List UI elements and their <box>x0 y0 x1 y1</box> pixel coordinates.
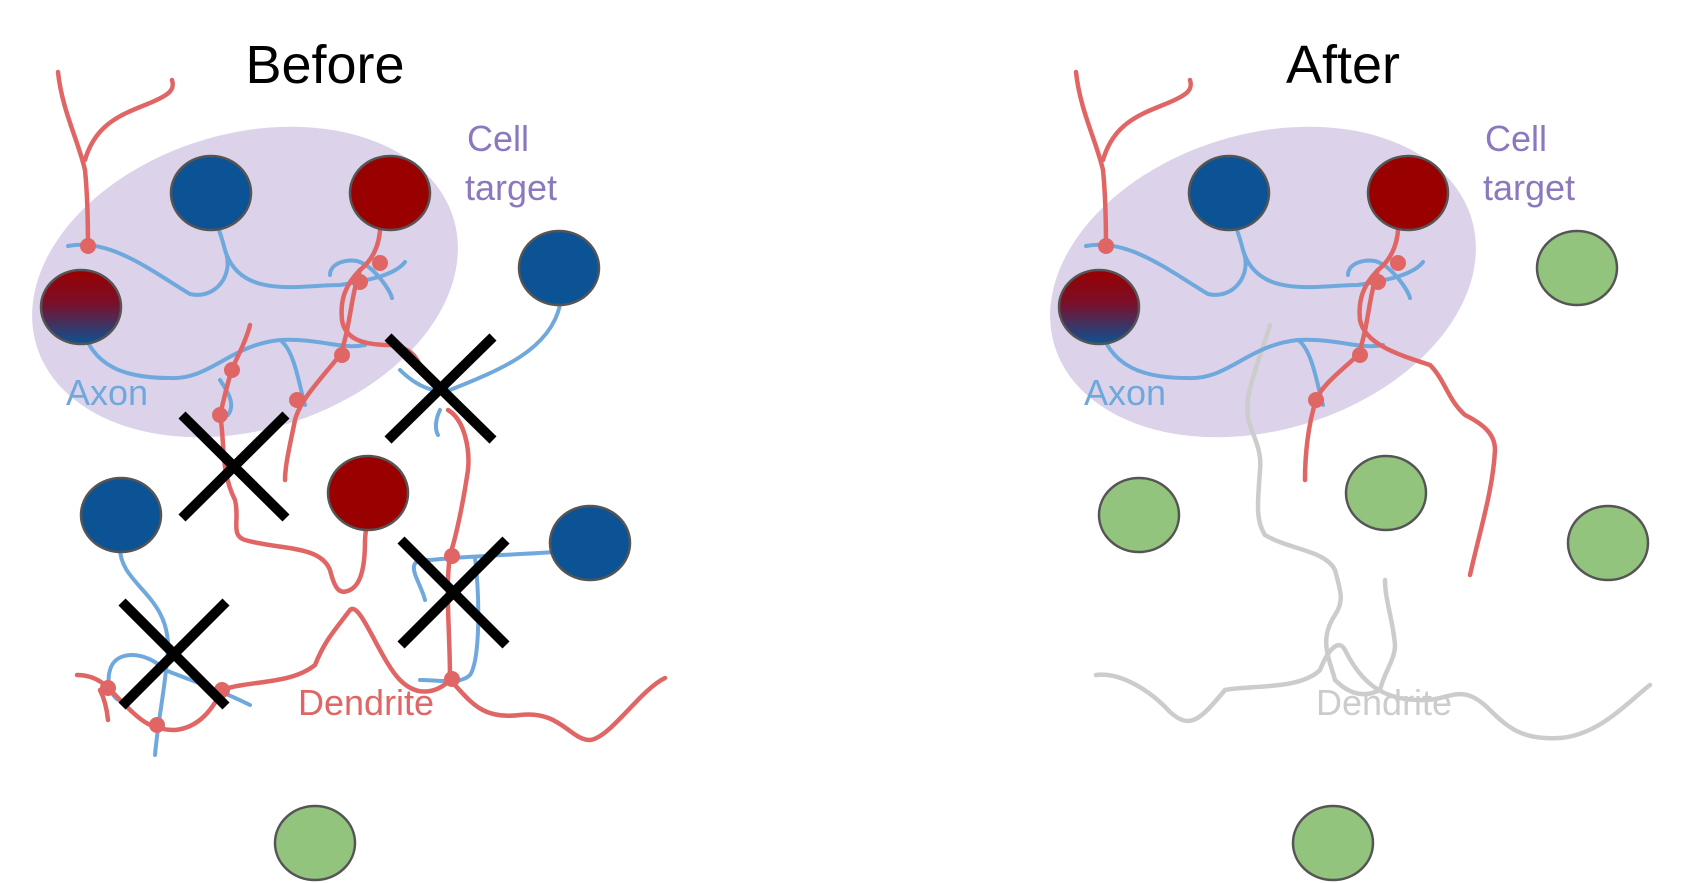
pruned-dendrite <box>1245 322 1398 697</box>
blue-cell <box>79 476 163 554</box>
green-cell <box>273 804 357 882</box>
green-cell <box>1566 504 1650 582</box>
synapse <box>1352 347 1368 363</box>
synapse <box>289 392 305 408</box>
axon-upper-network <box>66 208 407 297</box>
axon-upper-network <box>1084 208 1425 297</box>
axon-lower-network <box>78 318 367 381</box>
synapse <box>334 347 350 363</box>
cross-icon <box>118 598 230 710</box>
green-cell <box>1291 804 1375 882</box>
red-cell <box>326 454 410 532</box>
after-panel: After Cell target <box>1050 35 1653 882</box>
blue-cell <box>169 154 253 232</box>
synapse <box>212 407 228 423</box>
synapse <box>1390 255 1406 271</box>
cross-icon <box>384 333 497 444</box>
dendrite-long <box>217 412 371 595</box>
cells <box>1057 154 1650 882</box>
synapse <box>1370 274 1386 290</box>
cross-icon <box>178 411 290 522</box>
synapses <box>1098 238 1406 408</box>
dendrite-bottom-left <box>97 687 111 723</box>
blue-cell <box>548 504 632 582</box>
mixed-cell <box>39 268 123 346</box>
synapse <box>100 680 116 696</box>
cell-target-label-line1: Cell <box>467 118 529 159</box>
synapse <box>149 717 165 733</box>
dendrite-middle <box>282 267 363 483</box>
dendrite-label: Dendrite <box>298 682 434 723</box>
before-title: Before <box>245 35 404 95</box>
dendrite-right-lower <box>445 407 471 683</box>
dendrites <box>1073 69 1498 578</box>
cell-target-label-line2: target <box>1483 167 1575 208</box>
before-panel: Before Cell target <box>32 35 668 882</box>
synapses <box>80 238 460 733</box>
synapse <box>224 362 240 378</box>
red-cell <box>1366 154 1450 232</box>
green-cell <box>1097 476 1181 554</box>
green-cell <box>1344 454 1428 532</box>
prune-marks <box>118 333 510 710</box>
dendrite-top-branch <box>1073 69 1193 251</box>
synapse <box>444 548 460 564</box>
dendrite-top-branch <box>55 69 175 251</box>
axon-label: Axon <box>66 372 148 413</box>
cell-target-label-line1: Cell <box>1485 118 1547 159</box>
dendrite-middle <box>1302 267 1381 483</box>
synapse <box>1308 392 1324 408</box>
red-cell <box>348 154 432 232</box>
synapse <box>444 671 460 687</box>
dendrite-label: Dendrite <box>1316 682 1452 723</box>
green-cell <box>1535 229 1619 307</box>
cell-target-label-line2: target <box>465 167 557 208</box>
axon-lower-network <box>1096 318 1385 381</box>
synapse <box>1098 238 1114 254</box>
blue-cell <box>1187 154 1271 232</box>
mixed-cell <box>1057 268 1141 346</box>
synapse <box>372 255 388 271</box>
pruned-dendrite-wave <box>1093 643 1653 741</box>
synapse <box>80 238 96 254</box>
cells <box>39 154 632 882</box>
axon-upper-loop <box>1346 258 1412 300</box>
axon-right-lower <box>411 550 557 684</box>
cross-icon <box>397 536 510 649</box>
after-title: After <box>1286 35 1400 95</box>
axon-upper-loop <box>328 258 394 300</box>
synapse <box>352 274 368 290</box>
pruned-processes <box>1093 322 1653 741</box>
blue-cell <box>517 229 601 307</box>
dendrite-bottom-wave <box>74 606 668 743</box>
axon-label: Axon <box>1084 372 1166 413</box>
axon-right-cell <box>398 303 562 437</box>
